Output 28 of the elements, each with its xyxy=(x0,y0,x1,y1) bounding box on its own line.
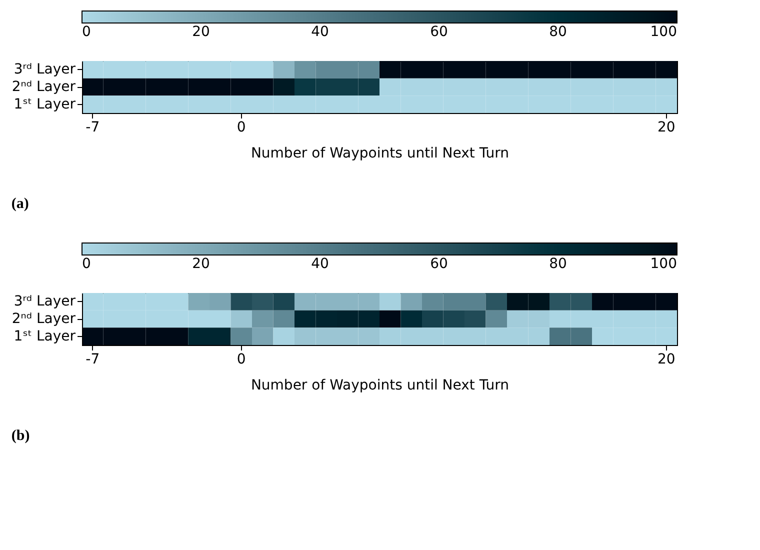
color-bar-label: 100 xyxy=(650,24,677,40)
y-tick-label: 3ʳᵈ Layer xyxy=(14,294,76,310)
x-axis-title: Number of Waypoints until Next Turn xyxy=(250,146,510,162)
y-tick-label: 1ˢᵗ Layer xyxy=(14,328,76,344)
color-bar-label: 60 xyxy=(430,24,448,40)
color-bar-label: 100 xyxy=(650,256,677,272)
color-bar-label: 20 xyxy=(192,256,210,272)
x-tick-label: -7 xyxy=(86,120,100,136)
color-bar-label: 80 xyxy=(549,24,567,40)
text: (b) xyxy=(11,428,30,444)
x-axis-title: Number of Waypoints until Next Turn xyxy=(250,378,510,394)
x-tick-label: -7 xyxy=(86,352,100,368)
color-bar-label: 0 xyxy=(82,24,91,40)
text: (a) xyxy=(11,196,29,212)
color-bar-label: 40 xyxy=(311,256,329,272)
y-tick-label: 3ʳᵈ Layer xyxy=(14,62,76,78)
color-bar-label: 20 xyxy=(192,24,210,40)
y-tick-label: 1ˢᵗ Layer xyxy=(14,96,76,112)
y-tick-label: 2ⁿᵈ Layer xyxy=(12,311,76,327)
color-bar-label: 40 xyxy=(311,24,329,40)
x-tick-label: 20 xyxy=(657,352,676,368)
color-bar-label: 60 xyxy=(430,256,448,272)
y-tick-label: 2ⁿᵈ Layer xyxy=(12,79,76,95)
color-bar-label: 0 xyxy=(82,256,91,272)
x-tick-label: 0 xyxy=(236,352,246,368)
x-tick-label: 20 xyxy=(657,120,676,136)
x-tick-label: 0 xyxy=(236,120,246,136)
color-bar-label: 80 xyxy=(549,256,567,272)
